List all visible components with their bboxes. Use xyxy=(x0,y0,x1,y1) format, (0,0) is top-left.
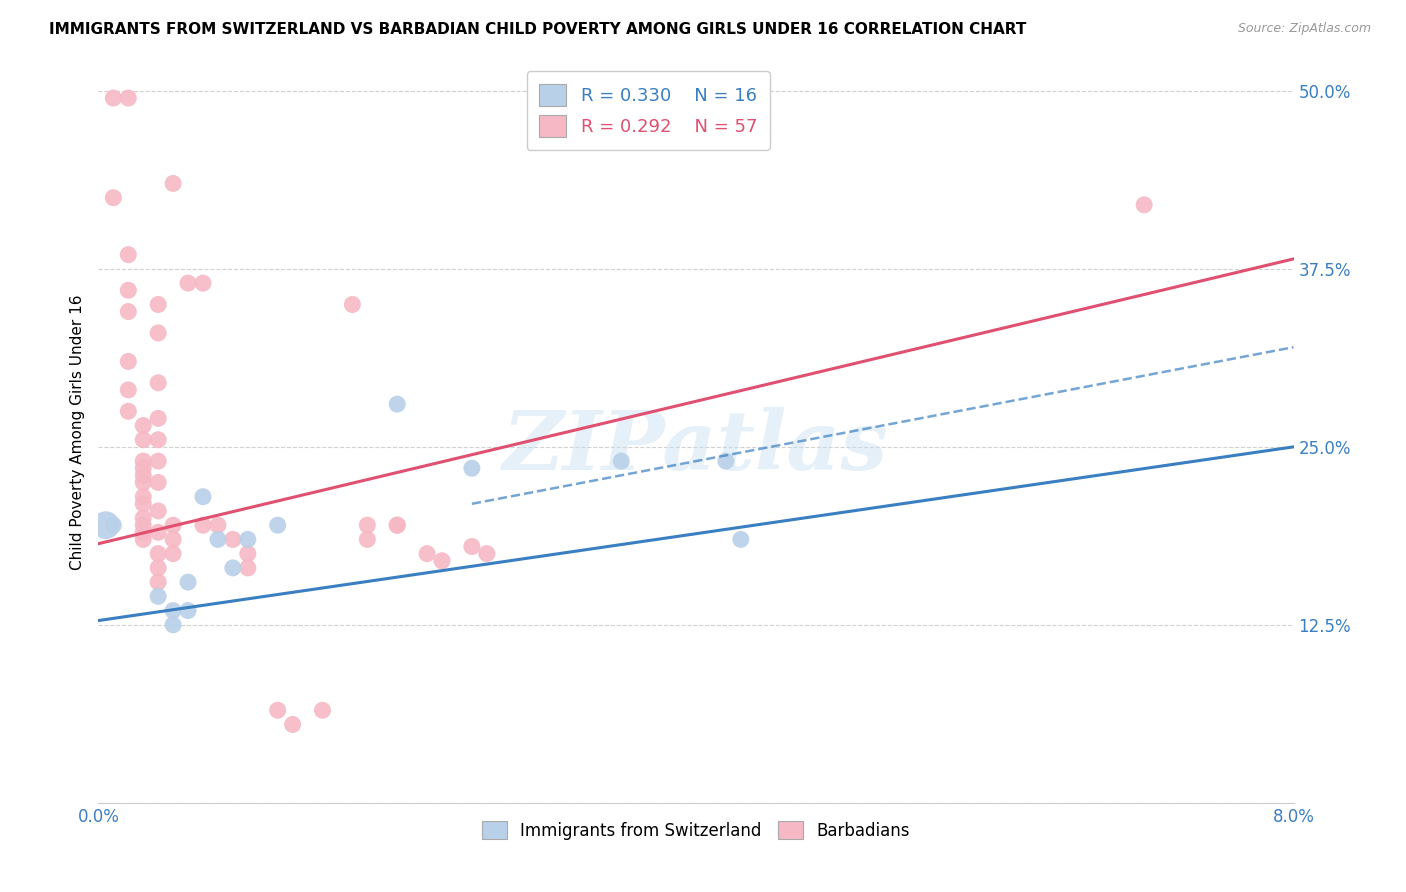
Point xyxy=(281,717,304,731)
Point xyxy=(162,177,184,191)
Point xyxy=(162,518,184,533)
Point xyxy=(148,454,170,468)
Point xyxy=(103,191,125,205)
Point xyxy=(730,533,752,547)
Point xyxy=(461,461,484,475)
Legend: Immigrants from Switzerland, Barbadians: Immigrants from Switzerland, Barbadians xyxy=(475,814,917,847)
Point xyxy=(148,547,170,561)
Point xyxy=(356,533,378,547)
Point xyxy=(207,518,229,533)
Point xyxy=(430,554,453,568)
Point xyxy=(117,247,139,261)
Point xyxy=(117,383,139,397)
Point xyxy=(117,404,139,418)
Point xyxy=(222,533,245,547)
Text: ZIPatlas: ZIPatlas xyxy=(503,408,889,487)
Text: IMMIGRANTS FROM SWITZERLAND VS BARBADIAN CHILD POVERTY AMONG GIRLS UNDER 16 CORR: IMMIGRANTS FROM SWITZERLAND VS BARBADIAN… xyxy=(49,22,1026,37)
Point xyxy=(148,433,170,447)
Point xyxy=(148,504,170,518)
Point xyxy=(385,518,409,533)
Point xyxy=(162,533,184,547)
Point xyxy=(132,518,155,533)
Point xyxy=(177,276,200,290)
Point xyxy=(132,454,155,468)
Point xyxy=(117,354,139,368)
Point xyxy=(132,490,155,504)
Point xyxy=(236,547,259,561)
Point xyxy=(356,518,378,533)
Point xyxy=(148,525,170,540)
Point xyxy=(177,604,200,618)
Point xyxy=(222,561,245,575)
Point xyxy=(610,454,633,468)
Text: Source: ZipAtlas.com: Source: ZipAtlas.com xyxy=(1237,22,1371,36)
Point xyxy=(207,533,229,547)
Point xyxy=(103,518,125,533)
Point xyxy=(148,475,170,490)
Point xyxy=(132,433,155,447)
Point xyxy=(132,475,155,490)
Y-axis label: Child Poverty Among Girls Under 16: Child Poverty Among Girls Under 16 xyxy=(69,295,84,570)
Point xyxy=(385,397,409,411)
Point xyxy=(117,304,139,318)
Point xyxy=(148,326,170,340)
Point xyxy=(117,91,139,105)
Point xyxy=(117,283,139,297)
Point xyxy=(132,418,155,433)
Point xyxy=(132,468,155,483)
Point xyxy=(162,617,184,632)
Point xyxy=(148,561,170,575)
Point xyxy=(132,511,155,525)
Point xyxy=(267,518,290,533)
Point xyxy=(162,604,184,618)
Point xyxy=(267,703,290,717)
Point xyxy=(148,411,170,425)
Point xyxy=(148,575,170,590)
Point xyxy=(132,533,155,547)
Point xyxy=(148,376,170,390)
Point xyxy=(132,461,155,475)
Point xyxy=(191,276,214,290)
Point xyxy=(103,91,125,105)
Point xyxy=(191,518,214,533)
Point xyxy=(311,703,333,717)
Point xyxy=(177,575,200,590)
Point xyxy=(461,540,484,554)
Point xyxy=(191,490,214,504)
Point xyxy=(236,533,259,547)
Point xyxy=(162,547,184,561)
Point xyxy=(132,497,155,511)
Point xyxy=(148,590,170,604)
Point xyxy=(385,518,409,533)
Point xyxy=(94,518,117,533)
Point xyxy=(148,297,170,311)
Point xyxy=(714,454,737,468)
Point xyxy=(236,561,259,575)
Point xyxy=(1133,198,1156,212)
Point xyxy=(132,525,155,540)
Point xyxy=(475,547,498,561)
Point xyxy=(416,547,439,561)
Point xyxy=(342,297,364,311)
